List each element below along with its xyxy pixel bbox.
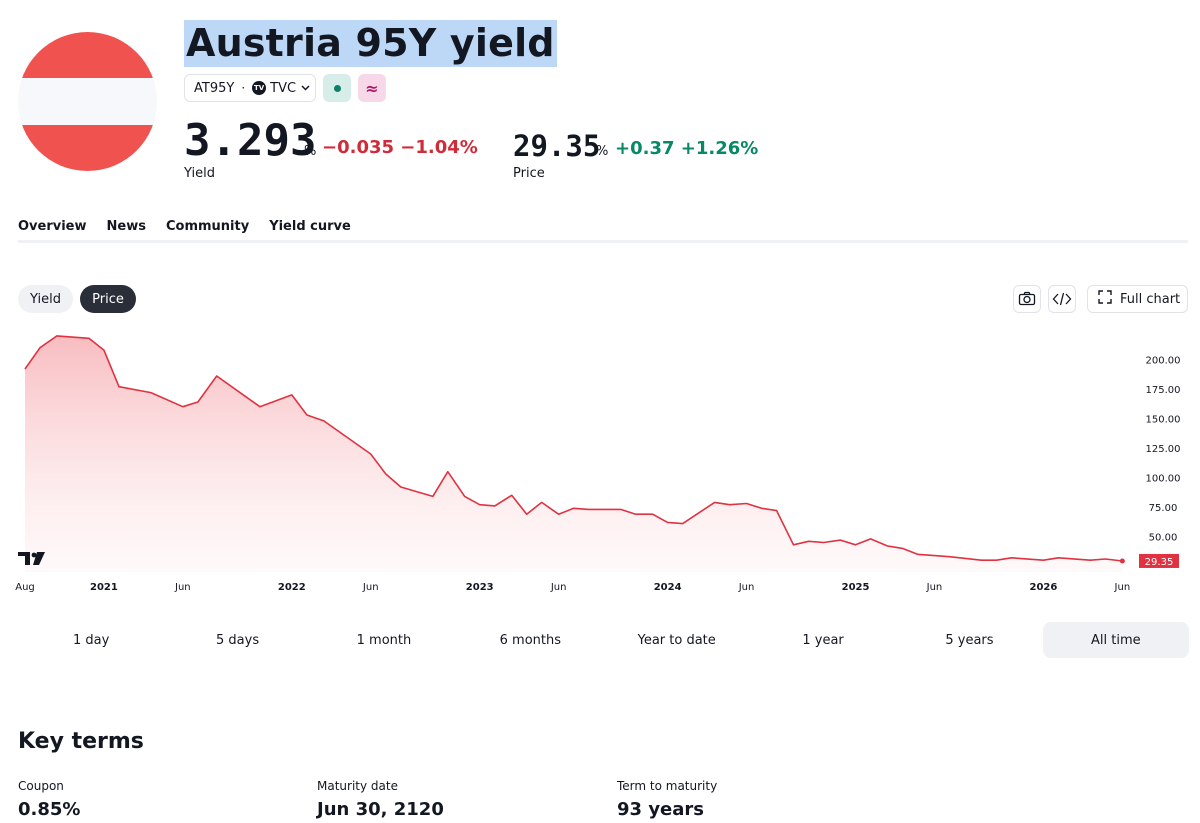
flag-band-top (18, 32, 157, 78)
y-tick-label: 150.00 (1146, 415, 1181, 426)
y-tick-label: 200.00 (1146, 356, 1181, 367)
range-1-year[interactable]: 1 year (802, 632, 844, 648)
last-value-badge (1139, 553, 1179, 568)
price-toggle-button[interactable]: Price (80, 285, 136, 313)
key-term-label: Term to maturity (617, 779, 718, 793)
key-term-label: Coupon (18, 779, 64, 793)
x-tick-label: Jun (1114, 582, 1131, 593)
exchange-label: TVC (270, 80, 297, 96)
last-point-marker (1119, 558, 1125, 564)
full-chart-label: Full chart (1120, 291, 1181, 307)
key-term-term-to-maturity: Term to maturity 93 years (617, 779, 717, 820)
price-change: +0.37 +1.26% (615, 138, 759, 159)
flag-band-middle (18, 78, 157, 125)
price-chart[interactable]: 200.00 175.00 150.00 125.00 100.00 75.00 50.00… (0, 320, 1200, 600)
key-terms-heading: Key terms (18, 729, 144, 754)
tradingview-logo-icon: TV (252, 81, 267, 95)
time-range-selector: 1 day 5 days 1 month 6 months Year to da… (18, 622, 1189, 658)
last-value-label: 29.35 (1145, 557, 1174, 568)
x-tick-label: Jun (362, 582, 379, 593)
x-tick-label: 2025 (842, 582, 870, 593)
tradingview-watermark-icon (18, 552, 45, 565)
series-line (24, 335, 1123, 562)
price-value: 29.35 (513, 129, 601, 163)
x-tick-label: 2026 (1030, 582, 1058, 593)
x-tick-label: 2021 (90, 582, 118, 593)
yield-label: Yield (184, 166, 215, 181)
key-term-value: 0.85% (18, 799, 81, 820)
range-year-to-date[interactable]: Year to date (637, 632, 716, 648)
yield-toggle-button[interactable]: Yield (18, 285, 73, 313)
full-chart-button[interactable]: Full chart (1087, 285, 1188, 313)
range-5-days[interactable]: 5 days (216, 632, 260, 648)
flag-band-bottom (18, 125, 157, 171)
x-tick-label: Aug (15, 582, 35, 593)
symbol-exchange-selector[interactable]: AT95Y · TV TVC (184, 74, 316, 102)
page-title: Austria 95Y yield (184, 20, 557, 67)
x-tick-label: 2024 (654, 582, 682, 593)
y-axis: 200.00 175.00 150.00 125.00 100.00 75.00 50.00 (1146, 356, 1181, 544)
status-dot (333, 84, 341, 92)
price-unit: % (596, 144, 609, 159)
separator-dot: · (241, 81, 246, 95)
key-term-label: Maturity date (317, 779, 398, 793)
last-value-group: 29.35 (1119, 553, 1179, 568)
y-tick-label: 100.00 (1146, 474, 1181, 485)
x-axis: Aug 2021 Jun 2022 Jun 2023 Jun 2024 Jun 2025 Jun 20… (15, 582, 1130, 593)
x-tick-label: Jun (174, 582, 191, 593)
tab-yield-curve[interactable]: Yield curve (269, 219, 351, 234)
series-area-fill (25, 335, 1123, 572)
y-tick-label: 175.00 (1146, 385, 1181, 396)
yield-unit: % (304, 144, 317, 159)
x-tick-label: 2022 (278, 582, 306, 593)
y-tick-label: 125.00 (1146, 444, 1181, 455)
range-5-years[interactable]: 5 years (945, 632, 994, 648)
range-6-months[interactable]: 6 months (499, 632, 561, 648)
yield-change: −0.035 −1.04% (322, 137, 478, 158)
tab-bar: Overview News Community Yield curve (18, 219, 371, 243)
y-tick-label: 75.00 (1149, 503, 1178, 514)
tab-divider (18, 240, 1188, 243)
chevron-down-icon (301, 83, 310, 94)
key-term-coupon: Coupon 0.85% (18, 779, 80, 820)
symbol-label: AT95Y (194, 80, 235, 96)
fullscreen-icon (1098, 290, 1112, 308)
yield-value: 3.293 (184, 115, 317, 166)
delayed-data-icon[interactable]: ≈ (358, 74, 386, 102)
austria-flag-icon (18, 32, 157, 171)
x-tick-label: Jun (738, 582, 755, 593)
key-term-maturity-date: Maturity date Jun 30, 2120 (317, 779, 444, 820)
tab-community[interactable]: Community (165, 219, 250, 234)
range-1-day[interactable]: 1 day (73, 632, 110, 648)
code-icon[interactable] (1048, 285, 1076, 313)
price-label: Price (513, 166, 545, 181)
x-tick-label: 2023 (466, 582, 494, 593)
key-term-value: Jun 30, 2120 (317, 799, 444, 820)
range-all-time[interactable]: All time (1042, 622, 1189, 658)
chart-area-group (24, 335, 1123, 572)
x-tick-label: Jun (926, 582, 943, 593)
camera-icon[interactable] (1013, 285, 1041, 313)
x-tick-label: Jun (550, 582, 567, 593)
market-status-icon[interactable] (323, 74, 351, 102)
tab-news[interactable]: News (106, 219, 146, 234)
range-1-month[interactable]: 1 month (356, 632, 412, 648)
y-tick-label: 50.00 (1149, 533, 1178, 544)
key-term-value: 93 years (617, 799, 704, 820)
